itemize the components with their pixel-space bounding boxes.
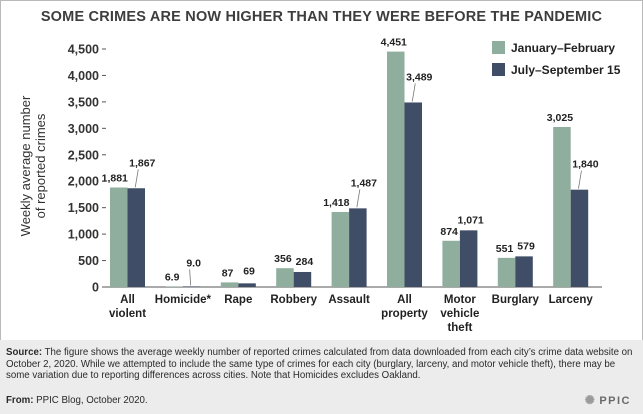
- source-label: Source:: [6, 347, 43, 358]
- data-label-series-2: 69: [243, 265, 255, 277]
- category-label: All: [120, 294, 135, 306]
- category-label: violent: [109, 308, 146, 320]
- data-label-leader-line: [411, 83, 416, 102]
- from-text: PPIC Blog, October 2020.: [36, 395, 148, 406]
- bar-series-1: [553, 127, 571, 287]
- bar-series-2: [349, 208, 367, 287]
- y-axis: 0 500 1,000 1,500 2,000 2,500 3,000 3,500 4,000 4…: [68, 43, 602, 295]
- bar-series-2: [459, 230, 478, 287]
- data-label-series-1: 1,418: [323, 197, 349, 209]
- from-note: From: PPIC Blog, October 2020.: [6, 395, 148, 406]
- y-tick-label: 4,000: [68, 69, 99, 83]
- bar-series-2: [182, 286, 201, 287]
- bar-series-2: [515, 256, 533, 287]
- category-label: vehicle: [440, 308, 479, 320]
- y-tick-label: 3,000: [68, 122, 99, 136]
- bar-series-2: [127, 188, 145, 287]
- bar-series-1: [387, 51, 405, 288]
- category-label: Robbery: [270, 294, 317, 306]
- bar-series-1: [442, 240, 460, 287]
- source-text: The figure shows the average weekly numb…: [6, 347, 633, 381]
- data-label-series-1: 87: [222, 267, 234, 279]
- bar-chart: Weekly average number of reported crimes…: [18, 37, 621, 334]
- data-label-series-2: 284: [296, 256, 314, 268]
- category-label: All: [397, 294, 412, 306]
- data-label-series-1: 1,881: [102, 173, 128, 185]
- bar-series-1: [220, 282, 239, 287]
- y-tick-label: 3,500: [68, 95, 99, 109]
- footer: Source: The figure shows the average wee…: [0, 340, 643, 414]
- data-label-series-2: 1,840: [572, 159, 598, 171]
- legend-label-series-2: July–September 15: [511, 63, 621, 77]
- y-tick-label: 0: [92, 281, 99, 295]
- y-axis-label-line-1: Weekly average number: [18, 95, 33, 236]
- category-label: Homicide*: [155, 294, 212, 306]
- data-label-series-1: 6.9: [165, 271, 180, 283]
- y-tick-label: 2,500: [68, 148, 99, 162]
- data-label-series-2: 1,867: [129, 157, 155, 169]
- legend-swatch-series-2: [492, 63, 505, 76]
- data-label-series-2: 1,487: [351, 177, 377, 189]
- from-label: From:: [6, 395, 34, 406]
- category-label: property: [381, 308, 428, 320]
- data-label-series-2: 579: [517, 240, 535, 252]
- category-label: Motor: [444, 294, 476, 306]
- chart-title: SOME CRIMES ARE NOW HIGHER THAN THEY WER…: [40, 9, 603, 25]
- legend-label-series-1: January–February: [511, 41, 615, 55]
- data-label-series-2: 9.0: [186, 257, 201, 269]
- source-note: Source: The figure shows the average wee…: [6, 347, 638, 382]
- bar-series-1: [165, 286, 183, 287]
- data-label-series-1: 4,451: [381, 37, 407, 49]
- data-label-series-2: 1,071: [458, 214, 484, 226]
- bar-series-2: [238, 283, 256, 287]
- y-tick-label: 1,000: [68, 228, 99, 242]
- data-label-series-1: 551: [496, 243, 514, 255]
- data-label-series-1: 3,025: [547, 112, 573, 124]
- data-label-series-1: 356: [274, 253, 292, 265]
- y-tick-label: 4,500: [68, 43, 99, 57]
- logo-star-icon: ✺: [584, 393, 597, 407]
- bar-series-2: [404, 102, 422, 287]
- category-label: theft: [447, 322, 472, 334]
- legend-swatch-series-1: [492, 41, 505, 54]
- category-labels-group: All violent Homicide* Rape Robbery Assault All…: [109, 294, 593, 334]
- y-tick-label: 500: [78, 254, 99, 268]
- data-label-series-1: 874: [440, 226, 458, 238]
- legend: January–February July–September 15: [492, 41, 621, 77]
- category-label: Rape: [224, 294, 252, 306]
- bar-series-2: [293, 271, 312, 287]
- data-label-leader-line: [189, 269, 192, 286]
- data-label-leader-line: [134, 169, 139, 188]
- ppic-logo: ✺ PPIC: [585, 393, 631, 407]
- y-axis-label-line-2: of reported crimes: [33, 113, 48, 218]
- category-label: Assault: [328, 294, 370, 306]
- data-label-leader-line: [356, 189, 361, 208]
- data-label-leader-line: [578, 170, 582, 189]
- bar-series-1: [497, 257, 516, 287]
- category-label: Burglary: [492, 294, 540, 306]
- bar-series-1: [110, 187, 128, 287]
- y-tick-label: 1,500: [68, 201, 99, 215]
- logo-text: PPIC: [599, 395, 631, 407]
- bar-series-2: [570, 189, 589, 287]
- bar-series-1: [331, 212, 350, 287]
- data-label-series-2: 3,489: [406, 71, 432, 83]
- bar-series-1: [276, 268, 294, 287]
- y-tick-label: 2,000: [68, 175, 99, 189]
- bars-group: [110, 51, 589, 288]
- category-label: Larceny: [549, 294, 594, 306]
